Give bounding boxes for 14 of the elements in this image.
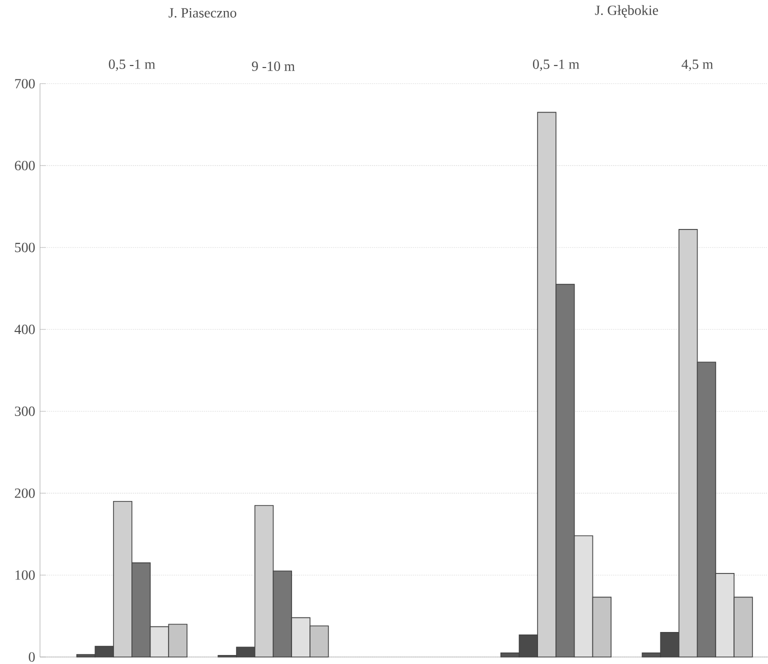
y-tick-label: 500 <box>15 242 35 252</box>
y-tick-label: 700 <box>15 78 35 88</box>
y-tick-label: 100 <box>16 570 35 580</box>
x-tick-label: 0,5 -1 m <box>108 60 156 71</box>
x-tick-label: 4,5 m <box>682 60 714 71</box>
y-tick-label: 400 <box>14 324 35 334</box>
text: J. Głębokie <box>595 5 658 18</box>
x-tick-label: 0,5 -1 m <box>532 60 580 71</box>
y-tick-label: 600 <box>14 160 35 170</box>
x-tick-label: 9 -10 m <box>252 62 295 71</box>
y-tick-label: 300 <box>14 406 35 416</box>
text: J. Piaseczno <box>168 8 236 18</box>
y-tick-label: 0 <box>28 652 35 662</box>
y-tick-label: 200 <box>14 488 35 498</box>
